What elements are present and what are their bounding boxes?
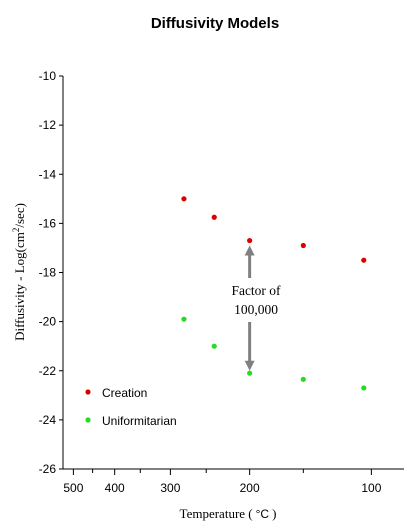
- y-tick-label: -14: [39, 167, 57, 181]
- y-axis-label-superscript: 2: [11, 228, 21, 233]
- annotation: Factor of 100,000: [231, 245, 281, 371]
- x-axis-label-unit: °C: [256, 507, 270, 521]
- point-creation: [181, 196, 187, 202]
- x-tick-label: 200: [240, 481, 260, 495]
- legend-label-creation: Creation: [102, 386, 147, 400]
- arrow-down-head: [244, 360, 255, 371]
- y-tick-label: -26: [39, 462, 57, 476]
- point-uniformitarian: [181, 316, 187, 322]
- x-tick-label: 300: [160, 481, 180, 495]
- annotation-line1: Factor of: [231, 283, 281, 298]
- x-tick-label: 500: [63, 481, 83, 495]
- y-tick-label: -12: [39, 118, 57, 132]
- point-uniformitarian: [211, 343, 217, 349]
- y-tick-label: -20: [39, 315, 57, 329]
- y-axis-label-suffix: /sec): [12, 203, 27, 228]
- point-creation: [211, 214, 217, 220]
- x-axis-label: Temperature (°C): [180, 506, 277, 521]
- y-tick-label: -24: [39, 413, 57, 427]
- y-tick-label: -22: [39, 364, 57, 378]
- data-points: [181, 196, 367, 391]
- y-tick-label: -16: [39, 216, 57, 230]
- legend: Creation Uniformitarian: [85, 386, 177, 428]
- point-uniformitarian: [361, 385, 367, 391]
- y-axis-label: Diffusivity - Log(cm2/sec): [11, 203, 27, 341]
- legend-marker-creation: [85, 389, 91, 395]
- annotation-line2: 100,000: [234, 302, 278, 317]
- y-axis-ticks: -10 -12 -14 -16 -18 -20 -22 -24 -26: [39, 69, 63, 476]
- arrow-up-head: [244, 245, 255, 256]
- x-tick-label: 100: [361, 481, 381, 495]
- x-tick-label: 400: [105, 481, 125, 495]
- x-axis-label-suffix: ): [272, 506, 276, 521]
- point-creation: [247, 237, 253, 244]
- y-axis-label-prefix: Diffusivity - Log(cm: [12, 232, 27, 341]
- legend-label-uniformitarian: Uniformitarian: [102, 414, 177, 428]
- point-uniformitarian: [247, 370, 253, 376]
- legend-marker-uniformitarian: [85, 417, 91, 423]
- x-axis-ticks: 500 400 300 200 100: [63, 469, 382, 495]
- x-axis-label-prefix: Temperature (: [180, 506, 253, 521]
- point-uniformitarian: [300, 376, 306, 382]
- y-tick-label: -10: [39, 69, 57, 83]
- point-creation: [300, 242, 306, 249]
- y-tick-label: -18: [39, 266, 57, 280]
- chart-title: Diffusivity Models: [151, 15, 279, 32]
- point-creation: [361, 257, 367, 263]
